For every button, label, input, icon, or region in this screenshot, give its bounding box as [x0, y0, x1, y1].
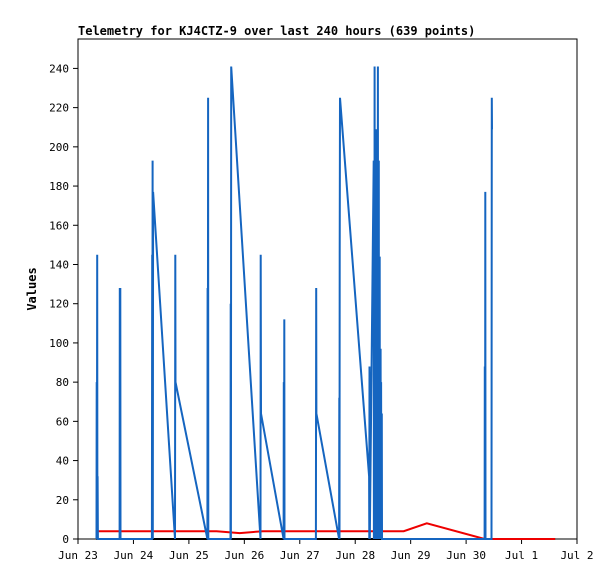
x-tick-label: Jun 25 [169, 549, 209, 562]
x-tick-label: Jul 2 [560, 549, 593, 562]
y-tick-label: 180 [49, 180, 69, 193]
y-tick-label: 100 [49, 337, 69, 350]
series-layer [95, 66, 556, 540]
chart-title: Telemetry for KJ4CTZ-9 over last 240 hou… [78, 24, 475, 38]
y-tick-label: 20 [56, 494, 69, 507]
y-tick-label: 0 [62, 533, 69, 546]
y-tick-label: 140 [49, 258, 69, 271]
y-axis-ticks: 0 20 40 60 80 100 120 140 160 180 200 220 240 [49, 62, 78, 546]
y-axis-label: Values [25, 267, 39, 310]
x-tick-label: Jun 27 [280, 549, 320, 562]
x-tick-label: Jun 24 [114, 549, 154, 562]
y-tick-label: 80 [56, 376, 69, 389]
y-tick-label: 240 [49, 62, 69, 75]
y-tick-label: 120 [49, 298, 69, 311]
y-tick-label: 60 [56, 415, 69, 428]
y-tick-label: 40 [56, 455, 69, 468]
x-tick-label: Jun 29 [391, 549, 431, 562]
x-tick-label: Jun 26 [224, 549, 264, 562]
y-tick-label: 220 [49, 102, 69, 115]
y-tick-label: 200 [49, 141, 69, 154]
y-tick-label: 160 [49, 219, 69, 232]
series-line-2 [96, 522, 556, 540]
x-tick-label: Jun 28 [335, 549, 375, 562]
x-axis-ticks: Jun 23 Jun 24 Jun 25 Jun 26 Jun 27 Jun 28 Jun … [58, 539, 594, 562]
x-tick-label: Jun 30 [446, 549, 486, 562]
x-tick-label: Jun 23 [58, 549, 98, 562]
series-line-3 [95, 66, 493, 540]
x-tick-label: Jul 1 [505, 549, 538, 562]
